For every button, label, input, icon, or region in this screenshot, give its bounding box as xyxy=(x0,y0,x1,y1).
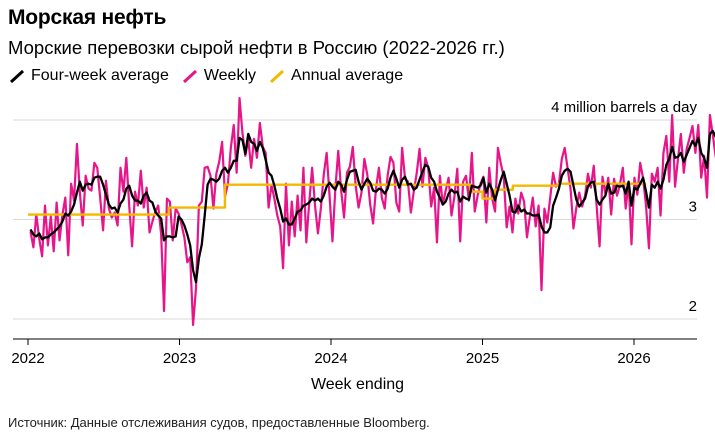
legend-item-annual: Annual average xyxy=(268,67,403,85)
series-four-week-average-line xyxy=(29,129,715,284)
x-tick-label-2023: 2023 xyxy=(163,350,196,367)
source-note: Источник: Данные отслеживания судов, пре… xyxy=(8,415,430,430)
legend-item-weekly: Weekly xyxy=(181,67,256,85)
chart-title: Морская нефть xyxy=(8,6,167,29)
y-tick-label-3: 3 xyxy=(689,199,697,216)
legend-swatch-four-week xyxy=(9,69,25,84)
y-tick-label-2: 2 xyxy=(689,298,697,315)
y-tick-label-4: 4 million barrels a day xyxy=(551,99,697,116)
x-tick-label-2025: 2025 xyxy=(466,350,499,367)
legend-label-four-week: Four-week average xyxy=(31,67,169,84)
legend-swatch-weekly xyxy=(182,69,197,84)
legend-label-annual: Annual average xyxy=(291,67,404,84)
legend-item-four-week: Four-week average xyxy=(8,67,169,85)
x-tick-label-2026: 2026 xyxy=(617,350,650,367)
legend-label-weekly: Weekly xyxy=(203,67,257,84)
series-weekly-line xyxy=(29,97,715,327)
legend-swatch-annual xyxy=(270,69,285,84)
x-axis-label: Week ending xyxy=(310,376,405,393)
x-tick-label-2024: 2024 xyxy=(314,350,347,367)
legend: Four-week average Weekly Annual average xyxy=(8,67,415,85)
chart-plot: 2 3 4 million barrels a day 2022 2023 2024 202… xyxy=(11,97,715,367)
chart-subtitle: Морские перевозки сырой нефти в Россию (… xyxy=(8,37,505,58)
x-tick-label-2022: 2022 xyxy=(11,350,44,367)
